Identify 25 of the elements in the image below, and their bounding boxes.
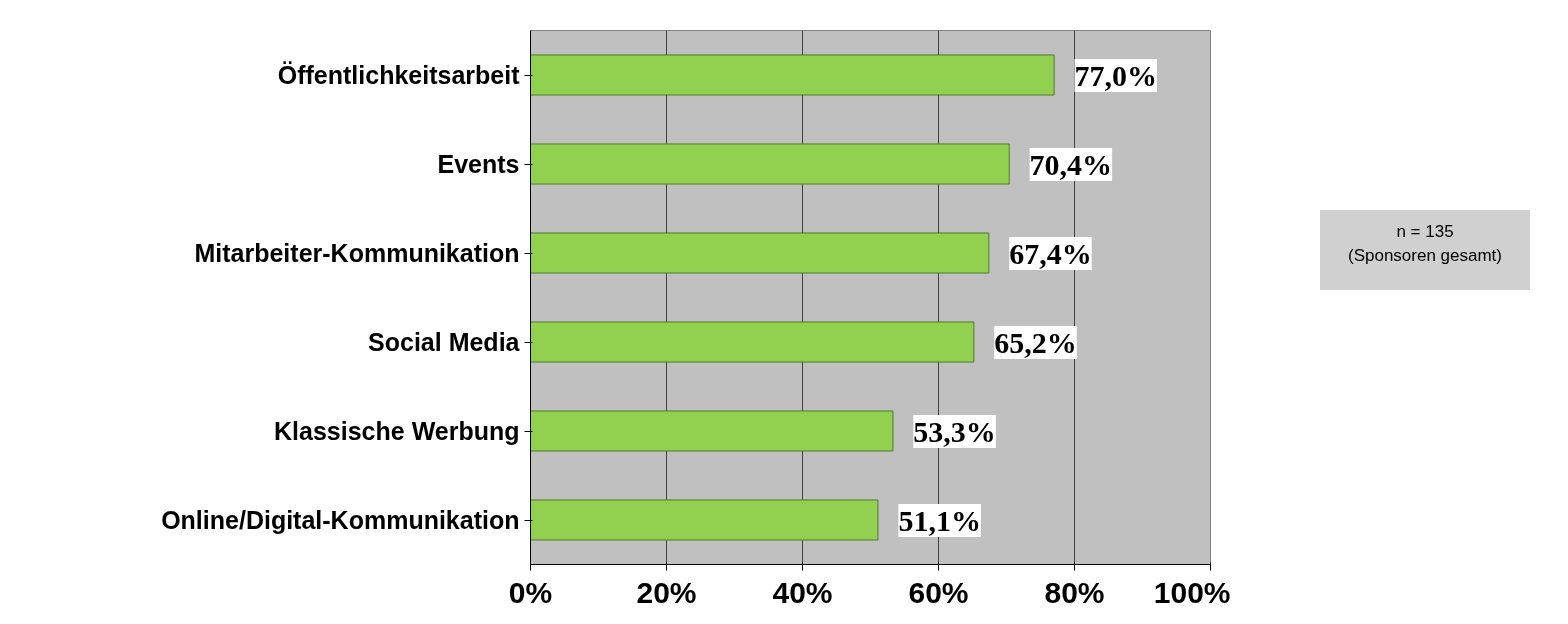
data-label: 77,0% bbox=[1074, 59, 1157, 92]
y-tick-label: Klassische Werbung bbox=[274, 417, 520, 445]
bar bbox=[530, 54, 1055, 96]
data-label: 67,4% bbox=[1009, 237, 1092, 270]
x-tick-label: 60% bbox=[908, 575, 969, 609]
data-label: 65,2% bbox=[994, 326, 1077, 359]
y-tick-label: Social Media bbox=[368, 328, 521, 356]
bar bbox=[530, 143, 1010, 185]
bar bbox=[530, 499, 879, 541]
x-tick-label: 100% bbox=[1153, 575, 1231, 609]
data-label: 70,4% bbox=[1029, 148, 1113, 181]
bar bbox=[530, 321, 975, 363]
bar bbox=[530, 410, 894, 452]
x-tick-label: 20% bbox=[636, 575, 697, 609]
data-label: 51,1% bbox=[898, 504, 981, 537]
y-tick-label: Online/Digital-Kommunikation bbox=[161, 506, 520, 534]
data-label: 53,3% bbox=[913, 415, 996, 448]
y-tick-label: Events bbox=[437, 150, 520, 178]
y-tick-label: Öffentlichkeitsarbeit bbox=[277, 61, 521, 89]
text: n = 135 (Sponsoren gesamt) bbox=[1347, 221, 1503, 268]
y-tick-label: Mitarbeiter-Kommunikation bbox=[194, 239, 520, 267]
x-tick-label: 80% bbox=[1044, 575, 1105, 609]
bar bbox=[530, 232, 990, 274]
x-tick-label: 40% bbox=[772, 575, 833, 609]
x-tick-label: 0% bbox=[508, 575, 553, 609]
